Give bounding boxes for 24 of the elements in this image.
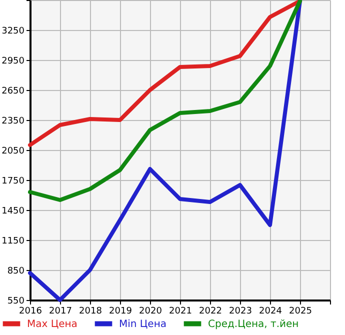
- legend-label: Max Цена: [27, 318, 78, 330]
- y-tick-label: 550: [7, 296, 25, 306]
- y-tick-label: 2350: [2, 116, 25, 126]
- legend-label: Min Цена: [119, 318, 167, 330]
- x-tick-label: 2024: [259, 306, 282, 316]
- x-tick-label: 2025: [289, 306, 312, 316]
- x-tick-label: 2017: [49, 306, 72, 316]
- y-tick-label: 1450: [2, 206, 25, 216]
- x-tick-label: 2018: [79, 306, 102, 316]
- y-tick-label: 2650: [2, 86, 25, 96]
- y-tick-label: 2050: [2, 146, 25, 156]
- line-series: [28, 0, 302, 202]
- y-tick-label: 1750: [2, 176, 25, 186]
- y-tick-label: 3250: [2, 26, 25, 36]
- y-tick-label: 850: [7, 266, 25, 276]
- x-tick-label: 2020: [139, 306, 162, 316]
- x-tick-label: 2016: [19, 306, 42, 316]
- x-tick-label: 2019: [109, 306, 132, 316]
- legend-label: Сред.Цена, т.йен: [208, 318, 299, 330]
- y-tick-label: 2950: [2, 56, 25, 66]
- y-tick-label: 1150: [2, 236, 25, 246]
- x-tick-label: 2021: [169, 306, 192, 316]
- x-tick-label: 2022: [199, 306, 222, 316]
- x-tick-label: 2023: [229, 306, 252, 316]
